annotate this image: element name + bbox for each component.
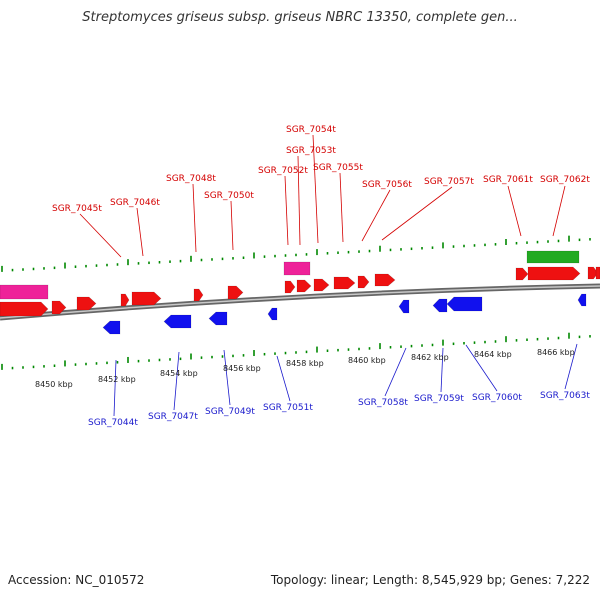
forward-gene-arrow[interactable] [595,266,600,280]
leader-line-forward [339,172,344,243]
forward-gene-arrow[interactable] [51,300,67,315]
leader-line-reverse [173,351,180,411]
leader-line-forward [312,134,319,244]
gene-label-forward[interactable]: SGR_7053t [286,146,336,156]
gene-label-forward[interactable]: SGR_7048t [166,174,216,184]
gene-label-reverse[interactable]: SGR_7059t [414,394,464,404]
backbone-inner [0,285,600,319]
gene-label-reverse[interactable]: SGR_7058t [358,398,408,408]
reverse-gene-arrow[interactable] [102,320,121,335]
forward-gene-arrow[interactable] [515,267,529,281]
axis-tick-label: 8450 kbp [35,380,73,389]
gene-label-forward[interactable]: SGR_7050t [204,191,254,201]
forward-gene-arrow[interactable] [296,279,312,293]
axis-tick-label: 8456 kbp [223,364,261,373]
gene-label-reverse[interactable]: SGR_7051t [263,403,313,413]
accession-text: Accession: NC_010572 [8,573,145,587]
leader-line-forward [552,185,566,237]
leader-line-reverse [113,359,117,417]
reverse-gene-arrow[interactable] [267,307,278,321]
reverse-gene-arrow[interactable] [577,293,587,307]
axis-tick-label: 8462 kbp [411,353,449,362]
leader-line-forward [297,155,301,246]
gene-label-reverse[interactable]: SGR_7049t [205,407,255,417]
gene-label-forward[interactable]: SGR_7062t [540,175,590,185]
gene-label-forward[interactable]: SGR_7054t [286,125,336,135]
forward-gene-arrow[interactable] [313,278,330,292]
bottom-tick-row [1,332,591,370]
gene-label-reverse[interactable]: SGR_7047t [148,412,198,422]
leader-line-forward [507,185,522,237]
gene-label-forward[interactable]: SGR_7052t [258,166,308,176]
axis-tick-label: 8452 kbp [98,375,136,384]
forward-gene-arrow[interactable] [120,293,130,307]
gene-labels[interactable]: SGR_7045t SGR_7046t SGR_7048t SGR_7050t SGR_… [52,125,590,428]
reverse-gene-arrow[interactable] [163,314,192,329]
forward-gene-arrow[interactable] [0,301,49,317]
misc-feature-block[interactable] [526,250,580,264]
gene-label-forward[interactable]: SGR_7056t [362,180,412,190]
forward-gene-arrow[interactable] [227,285,244,300]
axis-tick-label: 8454 kbp [160,369,198,378]
genome-backbone [0,283,600,321]
forward-gene-arrow[interactable] [76,296,97,311]
forward-gene-arrow[interactable] [284,280,296,294]
axis-tick-label: 8466 kbp [537,348,575,357]
forward-gene-arrow[interactable] [357,275,370,289]
gene-label-forward[interactable]: SGR_7045t [52,204,102,214]
forward-gene-arrow[interactable] [333,276,356,290]
leader-line-reverse [440,347,444,393]
reverse-gene-arrow[interactable] [446,296,483,312]
leader-line-reverse [223,349,231,406]
feature-track[interactable] [0,250,600,335]
reverse-gene-arrow[interactable] [432,298,448,313]
gene-label-forward[interactable]: SGR_7057t [424,177,474,187]
leader-line-reverse [384,347,407,397]
forward-gene-arrow[interactable] [193,288,204,302]
forward-gene-arrow[interactable] [587,266,599,280]
topology-summary: Topology: linear; Length: 8,545,929 bp; … [270,573,590,587]
gene-label-reverse[interactable]: SGR_7063t [540,391,590,401]
leader-line-reverse [276,355,291,402]
forward-gene-arrow[interactable] [527,266,581,281]
gene-label-forward[interactable]: SGR_7055t [313,163,363,173]
leader-line-reverse [564,343,578,390]
gene-label-reverse[interactable]: SGR_7060t [472,393,522,403]
axis-tick-label: 8460 kbp [348,356,386,365]
forward-gene-arrow[interactable] [131,291,162,306]
reverse-gene-arrow[interactable] [208,311,228,326]
leader-line-reverse [465,344,498,392]
map-title: Streptomyces griseus subsp. griseus NBRC… [82,10,518,25]
leader-line-forward [79,213,122,258]
leader-line-forward [361,189,391,242]
forward-gene-arrow[interactable] [374,273,396,287]
leader-line-forward [284,175,289,246]
rrna-block[interactable] [283,261,311,276]
top-tick-row [1,235,591,272]
label-leaders [79,134,578,417]
leader-line-forward [136,207,144,257]
reverse-gene-arrow[interactable] [398,299,410,314]
leader-line-forward [192,183,197,253]
gene-label-forward[interactable]: SGR_7046t [110,198,160,208]
leader-line-forward [230,200,234,251]
gene-label-reverse[interactable]: SGR_7044t [88,418,138,428]
rrna-block[interactable] [0,284,49,300]
leader-line-forward [381,186,453,241]
gene-label-forward[interactable]: SGR_7061t [483,175,533,185]
axis-tick-label: 8464 kbp [474,350,512,359]
axis-tick-label: 8458 kbp [286,359,324,368]
axis-labels: 8450 kbp 8452 kbp 8454 kbp 8456 kbp 8458 kbp… [35,348,575,389]
